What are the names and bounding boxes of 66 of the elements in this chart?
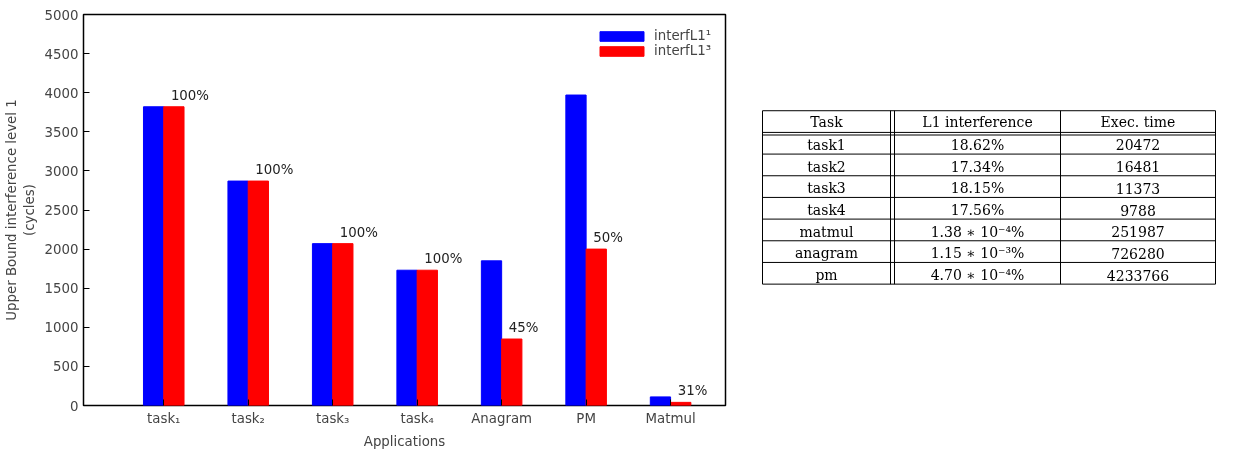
bar bbox=[142, 106, 165, 406]
text: 17.34% bbox=[950, 158, 1005, 175]
text: 16481 bbox=[1115, 159, 1161, 176]
y-tick-label: 2000 bbox=[44, 242, 79, 258]
text: 18.15% bbox=[950, 180, 1005, 197]
y-tick-label: 3500 bbox=[44, 124, 79, 140]
text: 11373 bbox=[1115, 180, 1161, 197]
text: 9788 bbox=[1120, 202, 1156, 219]
x-tick-label: Anagram bbox=[471, 410, 533, 426]
x-tick-label: Matmul bbox=[645, 410, 696, 426]
y-tick-label: 4500 bbox=[44, 46, 79, 62]
category-label: task2 bbox=[807, 158, 846, 175]
bar bbox=[247, 180, 269, 406]
bar bbox=[163, 106, 185, 406]
annotation: 100% bbox=[255, 162, 294, 178]
legend-label: interfL1³ bbox=[654, 43, 711, 58]
x-axis-title: Applications bbox=[363, 433, 446, 449]
bar bbox=[501, 338, 523, 406]
text: 1.38 ∗ 10⁻⁴% bbox=[930, 223, 1025, 240]
annotation: 100% bbox=[170, 87, 209, 103]
category-label: Exec. time bbox=[1100, 113, 1176, 130]
y-tick-label: 5000 bbox=[44, 7, 79, 23]
text: 726280 bbox=[1111, 245, 1165, 262]
text: 251987 bbox=[1111, 224, 1165, 241]
y-tick-label: 3000 bbox=[44, 163, 79, 179]
bar bbox=[311, 243, 334, 406]
text: 18.62% bbox=[950, 136, 1005, 153]
x-tick-label: task₂ bbox=[231, 410, 265, 426]
text: 4233766 bbox=[1106, 267, 1170, 284]
annotation: 45% bbox=[508, 320, 539, 336]
x-tick-label: task₃ bbox=[316, 410, 350, 426]
bar bbox=[649, 396, 672, 406]
text: 20472 bbox=[1115, 137, 1161, 154]
category-label: task3 bbox=[807, 180, 846, 197]
text: 4.70 ∗ 10⁻⁴% bbox=[930, 267, 1025, 284]
bar bbox=[480, 260, 503, 406]
y-tick-label: 500 bbox=[53, 359, 79, 375]
bar bbox=[416, 269, 438, 406]
y-tick-label: 1500 bbox=[44, 281, 79, 297]
y-tick-label: 2500 bbox=[44, 203, 79, 218]
x-tick-label: task₁ bbox=[147, 410, 181, 426]
bar bbox=[227, 180, 249, 406]
y-tick-label: 0 bbox=[70, 398, 79, 414]
category-label: task4 bbox=[807, 202, 846, 218]
bar bbox=[332, 243, 354, 406]
y-tick-label: 1000 bbox=[44, 320, 79, 336]
y-tick-label: 4000 bbox=[44, 85, 79, 101]
category-label: Task bbox=[810, 113, 844, 130]
bar bbox=[396, 269, 418, 406]
category-label: anagram bbox=[795, 245, 859, 262]
bar bbox=[565, 94, 587, 406]
category-label: matmul bbox=[799, 223, 854, 240]
text: 17.56% bbox=[950, 202, 1005, 218]
x-tick-label: PM bbox=[576, 410, 596, 426]
bar bbox=[585, 248, 607, 406]
legend-label: interfL1¹ bbox=[654, 28, 711, 43]
category-label: task1 bbox=[807, 136, 846, 153]
y-axis-title: Upper Bound interference level 1 (cycles) bbox=[3, 99, 37, 321]
category-label: pm bbox=[815, 267, 838, 284]
x-tick-label: task₄ bbox=[400, 410, 434, 426]
annotation: 31% bbox=[677, 383, 708, 399]
category-label: L1 interference bbox=[922, 113, 1033, 130]
annotation: 100% bbox=[339, 224, 378, 240]
annotation: 100% bbox=[424, 251, 463, 267]
annotation: 50% bbox=[593, 230, 623, 246]
text: 1.15 ∗ 10⁻³% bbox=[930, 245, 1025, 262]
